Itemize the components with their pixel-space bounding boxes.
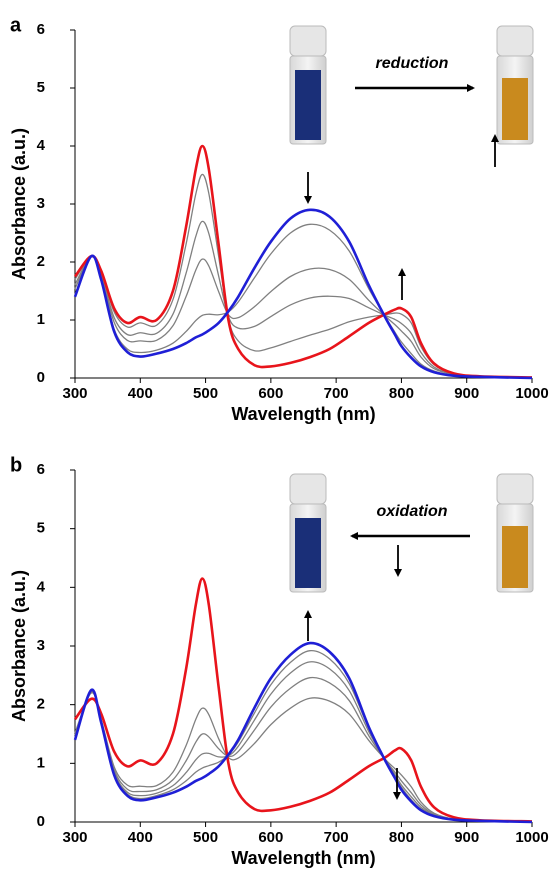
y-tick-label: 3	[37, 637, 45, 654]
y-tick-label: 5	[37, 79, 45, 96]
y-tick-label: 2	[37, 253, 45, 270]
x-tick-label: 400	[128, 385, 153, 402]
y-tick-label: 4	[37, 137, 46, 154]
y-tick-label: 1	[37, 754, 45, 771]
spectrum-line	[73, 577, 533, 823]
x-tick-label: 1000	[515, 385, 548, 402]
x-tick-label: 600	[258, 829, 283, 846]
spectrum-line	[74, 661, 533, 823]
x-tick-label: 300	[62, 385, 87, 402]
x-tick-label: 700	[324, 829, 349, 846]
y-tick-label: 6	[37, 461, 45, 478]
y-tick-label: 5	[37, 520, 45, 537]
spectrum-line	[73, 144, 533, 379]
spectrum-line	[73, 208, 533, 380]
y-tick-label: 4	[37, 578, 46, 595]
annotation: reduction	[376, 55, 449, 72]
y-tick-label: 1	[37, 311, 45, 328]
spectrum-line	[74, 650, 533, 823]
vial-blue	[289, 25, 327, 145]
vial-orange	[496, 25, 534, 145]
x-tick-label: 400	[128, 829, 153, 846]
x-axis-title: Wavelength (nm)	[231, 848, 375, 868]
y-tick-label: 6	[37, 21, 45, 38]
x-tick-label: 1000	[515, 829, 548, 846]
annotation: oxidation	[376, 503, 447, 520]
y-tick-label: 2	[37, 696, 45, 713]
vial-blue	[289, 473, 327, 593]
y-tick-label: 0	[37, 369, 45, 386]
spectrum-line	[74, 223, 533, 379]
x-tick-label: 800	[389, 385, 414, 402]
spectrum-line	[74, 255, 533, 379]
spectrum-line	[74, 173, 533, 379]
x-tick-label: 900	[454, 829, 479, 846]
y-axis-title: Absorbance (a.u.)	[9, 570, 29, 722]
y-tick-label: 0	[37, 813, 45, 830]
x-tick-label: 600	[258, 385, 283, 402]
vial-orange	[496, 473, 534, 593]
x-tick-label: 300	[62, 829, 87, 846]
x-tick-label: 900	[454, 385, 479, 402]
spectrum-line	[74, 220, 533, 379]
panel-label: b	[10, 454, 22, 476]
y-axis-title: Absorbance (a.u.)	[9, 128, 29, 280]
x-axis-title: Wavelength (nm)	[231, 404, 375, 424]
x-tick-label: 700	[324, 385, 349, 402]
x-tick-label: 500	[193, 829, 218, 846]
spectrum-line	[74, 676, 533, 823]
panel-label: a	[10, 14, 22, 36]
y-tick-label: 3	[37, 195, 45, 212]
spectrum-line	[74, 692, 533, 823]
spectrum-line	[73, 641, 533, 824]
x-tick-label: 500	[193, 385, 218, 402]
x-tick-label: 800	[389, 829, 414, 846]
